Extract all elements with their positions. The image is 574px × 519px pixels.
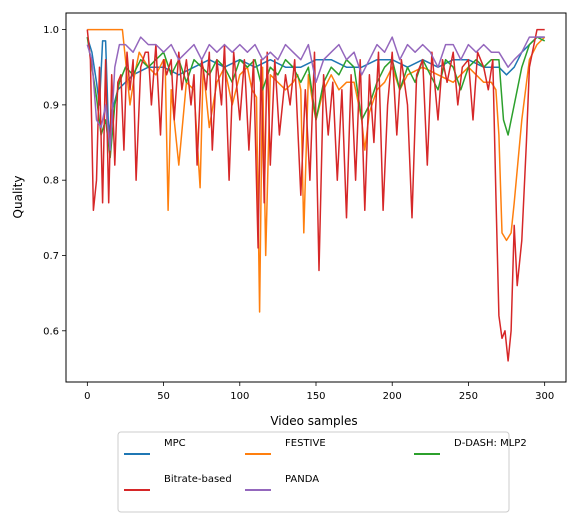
plot-lines — [86, 28, 546, 362]
y-tick-label: 0.8 — [43, 176, 59, 187]
legend-label-3: Bitrate-based — [164, 474, 232, 485]
x-tick-label: 50 — [157, 391, 170, 402]
x-axis-ticks: 0 50 100 150 200 250 300 — [84, 382, 554, 402]
x-tick-label: 150 — [306, 391, 325, 402]
legend-label-2: D-DASH: MLP2 — [454, 438, 527, 449]
y-axis-label: Quality — [11, 176, 25, 219]
y-tick-label: 1.0 — [43, 25, 59, 36]
x-tick-label: 100 — [230, 391, 249, 402]
x-tick-label: 200 — [383, 391, 402, 402]
series-line-2 — [86, 36, 546, 159]
y-axis-ticks: 0.6 0.7 0.8 0.9 1.0 — [43, 25, 66, 337]
legend-label-0: MPC — [164, 438, 186, 449]
legend-label-4: PANDA — [285, 474, 319, 485]
x-tick-label: 0 — [84, 391, 90, 402]
x-tick-label: 250 — [459, 391, 478, 402]
x-axis-label: Video samples — [270, 414, 357, 428]
series-line-3 — [86, 28, 545, 362]
series-line-4 — [86, 36, 545, 151]
y-tick-label: 0.9 — [43, 100, 59, 111]
legend-label-1: FESTIVE — [285, 438, 326, 449]
y-tick-label: 0.6 — [43, 326, 59, 337]
legend: MPC FESTIVE D-DASH: MLP2 Bitrate-based PANDA — [117, 431, 527, 513]
legend-box — [117, 431, 510, 513]
y-tick-label: 0.7 — [43, 251, 59, 262]
x-tick-label: 300 — [535, 391, 554, 402]
